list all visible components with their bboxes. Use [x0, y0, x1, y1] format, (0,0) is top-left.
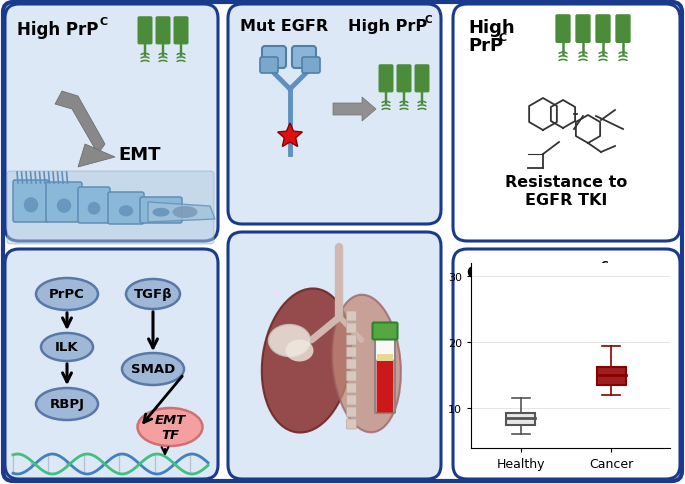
FancyBboxPatch shape — [575, 15, 590, 44]
FancyBboxPatch shape — [347, 311, 356, 321]
Ellipse shape — [173, 207, 197, 219]
Ellipse shape — [119, 206, 133, 217]
Polygon shape — [277, 124, 302, 147]
Text: Circulating PrP: Circulating PrP — [467, 265, 603, 280]
Text: RBPJ: RBPJ — [49, 398, 84, 410]
Polygon shape — [78, 145, 115, 167]
FancyBboxPatch shape — [13, 181, 49, 223]
Ellipse shape — [122, 353, 184, 385]
Ellipse shape — [262, 289, 351, 433]
Text: EMT: EMT — [154, 414, 186, 426]
FancyBboxPatch shape — [347, 335, 356, 345]
Text: C: C — [425, 15, 433, 25]
Text: Resistance to: Resistance to — [505, 175, 627, 190]
FancyBboxPatch shape — [262, 47, 286, 69]
FancyBboxPatch shape — [5, 5, 218, 242]
FancyBboxPatch shape — [453, 5, 680, 242]
FancyBboxPatch shape — [453, 249, 680, 479]
Ellipse shape — [332, 295, 401, 432]
FancyBboxPatch shape — [347, 395, 356, 405]
Ellipse shape — [41, 333, 93, 361]
FancyBboxPatch shape — [414, 65, 429, 93]
Bar — [597, 367, 625, 385]
Polygon shape — [148, 203, 215, 223]
FancyBboxPatch shape — [140, 197, 182, 224]
FancyBboxPatch shape — [347, 407, 356, 417]
Text: High PrP: High PrP — [348, 19, 427, 34]
FancyBboxPatch shape — [292, 47, 316, 69]
Text: TGFβ: TGFβ — [134, 288, 173, 301]
FancyBboxPatch shape — [377, 354, 393, 361]
Ellipse shape — [36, 388, 98, 420]
Ellipse shape — [286, 340, 314, 362]
FancyBboxPatch shape — [615, 15, 631, 44]
Text: EGFR TKI: EGFR TKI — [525, 193, 607, 208]
Ellipse shape — [153, 209, 170, 217]
FancyBboxPatch shape — [595, 15, 610, 44]
FancyBboxPatch shape — [377, 360, 393, 413]
Text: PrPC: PrPC — [49, 288, 85, 301]
Ellipse shape — [57, 199, 71, 213]
FancyBboxPatch shape — [228, 5, 441, 225]
FancyBboxPatch shape — [46, 182, 82, 223]
Ellipse shape — [269, 325, 310, 357]
Ellipse shape — [88, 202, 100, 215]
FancyBboxPatch shape — [347, 419, 356, 429]
FancyBboxPatch shape — [347, 359, 356, 369]
FancyBboxPatch shape — [347, 348, 356, 357]
Text: ILK: ILK — [55, 341, 79, 354]
FancyBboxPatch shape — [260, 58, 278, 74]
FancyBboxPatch shape — [108, 193, 144, 225]
FancyBboxPatch shape — [375, 336, 395, 413]
FancyBboxPatch shape — [347, 383, 356, 393]
FancyBboxPatch shape — [302, 58, 320, 74]
Text: SMAD: SMAD — [131, 363, 175, 376]
FancyBboxPatch shape — [78, 188, 110, 224]
FancyBboxPatch shape — [373, 323, 397, 340]
Polygon shape — [333, 98, 376, 122]
Polygon shape — [55, 92, 105, 155]
FancyBboxPatch shape — [397, 65, 412, 93]
FancyBboxPatch shape — [379, 65, 393, 93]
Text: C: C — [499, 33, 507, 43]
Text: High PrP: High PrP — [17, 21, 99, 39]
FancyBboxPatch shape — [155, 17, 171, 45]
FancyBboxPatch shape — [556, 15, 571, 44]
FancyBboxPatch shape — [7, 172, 214, 244]
Text: C: C — [100, 17, 108, 27]
Bar — [506, 413, 536, 425]
Text: TF: TF — [161, 429, 179, 441]
Text: C: C — [601, 260, 609, 271]
FancyBboxPatch shape — [5, 249, 218, 479]
FancyBboxPatch shape — [173, 17, 188, 45]
Ellipse shape — [138, 408, 203, 446]
Text: EMT: EMT — [119, 146, 161, 164]
Text: PrP: PrP — [468, 37, 503, 55]
Ellipse shape — [36, 278, 98, 310]
Ellipse shape — [126, 279, 180, 309]
FancyBboxPatch shape — [347, 323, 356, 333]
FancyBboxPatch shape — [347, 371, 356, 381]
Text: Mut EGFR: Mut EGFR — [240, 19, 328, 34]
Ellipse shape — [24, 198, 38, 213]
FancyBboxPatch shape — [228, 232, 441, 479]
FancyBboxPatch shape — [138, 17, 153, 45]
Text: High: High — [468, 19, 514, 37]
